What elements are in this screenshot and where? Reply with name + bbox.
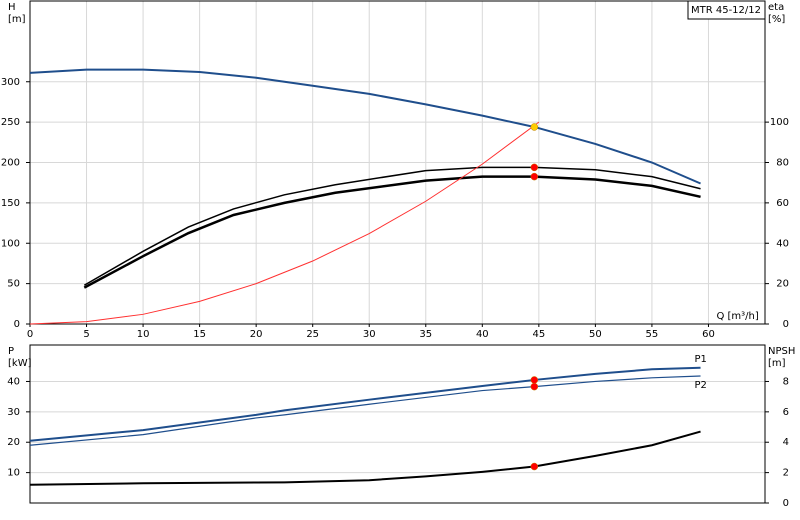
x-tick-label: 55: [646, 329, 659, 340]
y2-axis-label: [%]: [768, 14, 785, 25]
duty-point: [530, 462, 539, 471]
x-tick-label: 25: [306, 329, 319, 340]
title-box: [687, 0, 766, 20]
y-tick-label: 250: [1, 117, 20, 128]
duty-point: [530, 163, 539, 172]
x-tick-label: 5: [83, 329, 89, 340]
x-tick-label: 20: [250, 329, 263, 340]
y-axis-label: [kW]: [8, 358, 32, 369]
y-tick-label: 10: [7, 468, 20, 479]
y2-tick-label: 6: [783, 407, 789, 418]
y-axis-label: P: [8, 346, 14, 357]
line: [29, 68, 701, 185]
y2-tick-label: 60: [776, 198, 789, 209]
y-tick-label: 150: [1, 198, 20, 209]
y-tick-label: 300: [1, 77, 20, 88]
y-tick-label: 30: [7, 407, 20, 418]
y2-tick-label: 2: [783, 468, 789, 479]
line: [29, 375, 701, 446]
y-axis-label: H: [8, 2, 16, 13]
x-axis-label: Q [m³/h]: [716, 311, 758, 322]
line: [29, 121, 540, 325]
x-tick-label: 40: [476, 329, 489, 340]
x-tick-label: 60: [702, 329, 715, 340]
y2-tick-label: 80: [776, 158, 789, 169]
y2-tick-label: 20: [776, 279, 789, 290]
x-tick-label: 45: [532, 329, 545, 340]
line: [29, 366, 701, 442]
y2-axis-label: eta: [768, 2, 784, 13]
y2-tick-label: 0: [783, 498, 789, 509]
y2-tick-label: 4: [783, 437, 789, 448]
y-tick-label: 0: [14, 319, 20, 330]
y-tick-label: 50: [7, 279, 20, 290]
series-label: P2: [695, 380, 707, 391]
chart-title: MTR 45-12/12: [691, 5, 761, 16]
x-tick-label: 35: [419, 329, 432, 340]
series-label: P1: [695, 354, 707, 365]
x-tick-label: 0: [27, 329, 33, 340]
x-tick-label: 15: [193, 329, 206, 340]
y2-tick-label: 100: [770, 117, 789, 128]
duty-point: [530, 172, 539, 181]
duty-point: [530, 123, 539, 131]
x-tick-label: 50: [589, 329, 602, 340]
x-tick-label: 10: [137, 329, 150, 340]
x-tick-label: 30: [363, 329, 376, 340]
line: [83, 166, 701, 286]
y-axis-label: [m]: [8, 14, 26, 25]
y2-tick-label: 8: [783, 376, 789, 387]
y2-axis-label: NPSH: [768, 346, 795, 357]
plot-frame: [29, 344, 766, 504]
y-tick-label: 100: [1, 238, 20, 249]
y2-tick-label: 0: [783, 319, 789, 330]
y-tick-label: 20: [7, 437, 20, 448]
duty-point: [530, 382, 539, 391]
y2-tick-label: 40: [776, 238, 789, 249]
line: [29, 430, 701, 486]
line: [83, 175, 701, 289]
y2-axis-label: [m]: [768, 358, 786, 369]
y-tick-label: 200: [1, 158, 20, 169]
y-tick-label: 40: [7, 376, 20, 387]
duty-point: [530, 376, 539, 384]
